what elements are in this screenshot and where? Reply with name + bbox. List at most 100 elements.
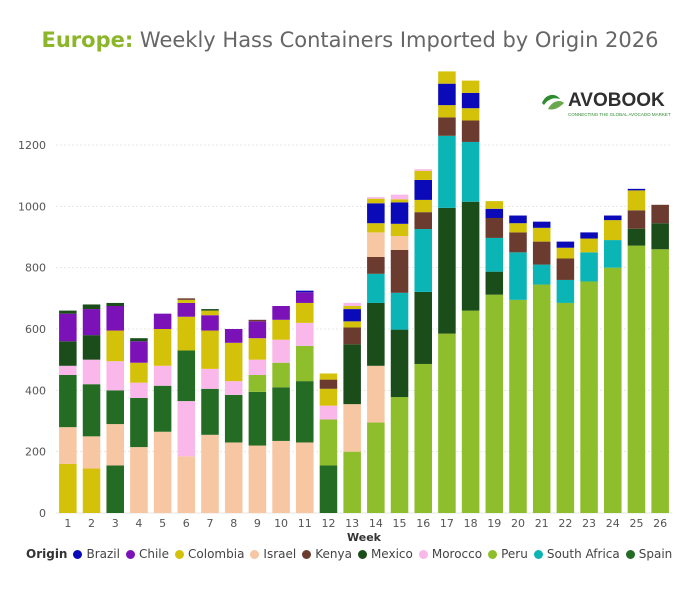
bar-segment-colombia [343, 306, 361, 310]
x-tick-label: 20 [511, 517, 525, 530]
x-tick-label: 22 [558, 517, 572, 530]
bar-segment-spain [82, 384, 101, 437]
bar-segment-morocco [82, 359, 101, 385]
bar-segment-brazil [604, 215, 622, 221]
legend-item-israel[interactable]: Israel [250, 547, 296, 561]
bar-segment-kenya [532, 241, 551, 265]
logo-name: AVOBOOK [568, 90, 665, 111]
legend-dot-icon [125, 549, 135, 559]
bar-segment-colombia [177, 316, 196, 351]
bar-segment-colombia [485, 201, 504, 209]
bar-segment-spain [59, 375, 77, 428]
legend-dot-icon [250, 549, 260, 559]
x-tick-label: 17 [440, 517, 454, 530]
legend-label: South Africa [546, 547, 620, 561]
legend-item-mexico[interactable]: Mexico [357, 547, 413, 561]
bar-segment-kenya [343, 327, 361, 345]
x-tick-label: 3 [112, 517, 119, 530]
bar-segment-chile [296, 292, 314, 303]
chart-legend: Origin Brazil Chile Colombia Israel Kenya Mex… [26, 547, 678, 561]
legend-label: Kenya [315, 547, 352, 561]
bar-segment-brazil [461, 92, 480, 109]
bar-segment-colombia [414, 170, 432, 180]
legend-dot-icon [175, 549, 185, 559]
legend-item-peru[interactable]: Peru [488, 547, 528, 561]
bar-segment-colombia [343, 321, 361, 328]
bar-segment-mexico [130, 338, 148, 342]
bar-segment-kenya [438, 117, 456, 136]
x-tick-label: 7 [207, 517, 214, 530]
bar-segment-spain [248, 391, 267, 446]
legend-item-kenya[interactable]: Kenya [302, 547, 352, 561]
legend-dot-icon [488, 549, 498, 559]
bar-segment-chile [201, 315, 219, 331]
bar-segment-colombia [130, 362, 148, 383]
bar-segment-morocco [248, 359, 267, 375]
bar-segment-spain [130, 398, 148, 448]
avocado-leaf-icon [542, 94, 564, 110]
legend-item-chile[interactable]: Chile [125, 547, 169, 561]
bar-segment-kenya [414, 212, 432, 230]
bar-segment-colombia [82, 468, 101, 513]
bar-segment-morocco [59, 365, 77, 375]
bar-segment-peru [296, 345, 314, 382]
bar-segment-kenya [319, 379, 338, 389]
bar-segment-colombia [438, 105, 456, 118]
bar-segment-peru [580, 281, 598, 513]
bar-segment-colombia [461, 108, 480, 121]
bar-segment-peru [532, 284, 551, 513]
bar-segment-south-africa [414, 229, 432, 292]
legend-item-colombia[interactable]: Colombia [175, 547, 244, 561]
legend-item-morocco[interactable]: Morocco [418, 547, 483, 561]
bar-segment-morocco [224, 381, 243, 395]
bar-segment-peru [319, 419, 338, 466]
bar-segment-colombia [224, 342, 243, 382]
x-tick-label: 9 [254, 517, 261, 530]
bar-segment-spain [106, 465, 124, 513]
bar-segment-morocco [130, 382, 148, 398]
bar-segment-mexico [367, 302, 385, 366]
logo-tagline: CONNECTING THE GLOBAL AVOCADO MARKET [568, 112, 671, 117]
x-tick-label: 16 [416, 517, 430, 530]
bar-segment-kenya [509, 232, 527, 253]
bar-segment-brazil [390, 202, 409, 224]
x-tick-label: 8 [230, 517, 237, 530]
bar-segment-peru [272, 362, 290, 388]
bar-segment-peru [461, 310, 480, 513]
bar-segment-colombia [59, 463, 77, 513]
bar-segment-morocco [319, 405, 338, 420]
bar-segment-brazil [343, 309, 361, 322]
bar-segment-kenya [651, 204, 669, 224]
bar-segment-morocco [367, 197, 385, 199]
bar-segment-spain [106, 390, 124, 425]
legend-item-south-africa[interactable]: South Africa [533, 547, 620, 561]
bar-segment-colombia [367, 198, 385, 204]
bar-segment-colombia [414, 199, 432, 213]
bar-segment-israel [224, 442, 243, 513]
bar-segment-south-africa [390, 292, 409, 330]
x-tick-label: 4 [135, 517, 142, 530]
bar-segment-mexico [390, 329, 409, 398]
x-tick-label: 13 [345, 517, 359, 530]
bar-segment-colombia [177, 299, 196, 303]
legend-label: Spain [638, 547, 673, 561]
bar-segment-israel [82, 436, 101, 469]
x-tick-label: 15 [393, 517, 407, 530]
bar-segment-south-africa [556, 279, 575, 303]
legend-label: Mexico [370, 547, 413, 561]
legend-item-spain[interactable]: Spain [625, 547, 673, 561]
bar-segment-morocco [414, 169, 432, 171]
bar-segment-kenya [485, 217, 504, 238]
bar-segment-spain [177, 350, 196, 402]
legend-label: Morocco [431, 547, 483, 561]
y-tick-label: 600 [25, 323, 46, 336]
bar-segment-morocco [343, 302, 361, 306]
bar-segment-morocco [390, 194, 409, 200]
bar-segment-colombia [319, 388, 338, 406]
bar-segment-israel [201, 434, 219, 513]
bar-segment-kenya [177, 298, 196, 300]
bar-segment-chile [106, 306, 124, 331]
legend-item-brazil[interactable]: Brazil [73, 547, 120, 561]
x-tick-label: 1 [64, 517, 71, 530]
bar-segment-kenya [367, 256, 385, 274]
